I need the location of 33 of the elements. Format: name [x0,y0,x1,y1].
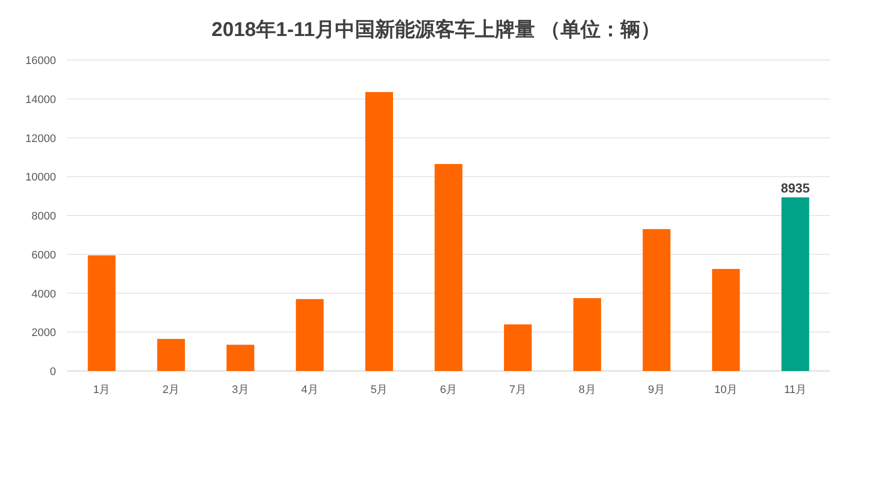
bar [712,268,740,371]
y-tick-label: 10000 [25,172,56,184]
bar [365,92,394,371]
bar [573,298,602,371]
bar [226,344,254,371]
x-tick-label: 7月 [509,384,526,396]
x-tick-label: 11月 [784,384,807,396]
bar [642,229,670,371]
y-tick-label: 2000 [32,327,56,340]
bar [434,164,462,371]
data-label: 8935 [780,180,810,196]
y-tick-label: 8000 [32,210,56,222]
bar [88,255,116,371]
bar [296,299,324,371]
y-tick-label: 16000 [25,55,56,67]
x-tick-label: 8月 [578,384,596,396]
x-tick-label: 4月 [301,384,318,396]
x-tick-label: 1月 [93,384,110,396]
y-tick-label: 4000 [32,288,56,300]
x-tick-label: 3月 [232,384,249,396]
chart-title: 2018年1-11月中国新能源客车上牌量 （单位：辆） [212,18,660,41]
x-tick-label: 2月 [162,384,180,396]
bar [157,338,185,371]
bar [504,324,532,371]
y-tick-label: 6000 [32,249,56,262]
x-tick-label: 10月 [714,384,738,396]
x-tick-label: 5月 [370,384,388,396]
bar [781,197,810,371]
y-tick-label: 14000 [25,94,56,106]
y-tick-label: 0 [50,366,56,378]
x-tick-label: 9月 [648,384,666,396]
x-tick-label: 6月 [440,384,458,396]
y-tick-label: 12000 [25,132,56,145]
